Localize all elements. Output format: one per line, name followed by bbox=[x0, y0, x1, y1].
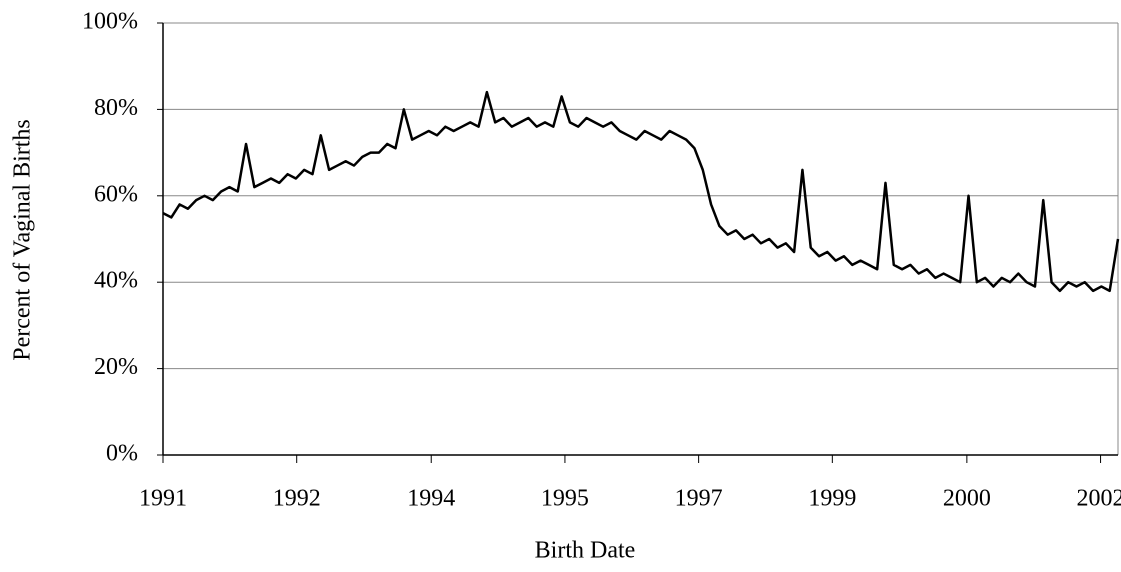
x-tick-label: 1999 bbox=[808, 486, 856, 512]
x-tick-label: 1994 bbox=[407, 486, 455, 512]
y-tick-label: 40% bbox=[94, 268, 138, 294]
y-axis-label: Percent of Vaginal Births bbox=[10, 119, 36, 361]
x-tick-label: 2002 bbox=[1077, 486, 1121, 512]
x-tick-label: 1995 bbox=[541, 486, 589, 512]
x-tick-label: 1997 bbox=[675, 486, 723, 512]
data-line bbox=[162, 90, 1120, 293]
y-tick-label: 0% bbox=[106, 441, 138, 467]
y-tick-label: 60% bbox=[94, 181, 138, 207]
x-tick-label: 2000 bbox=[943, 486, 991, 512]
x-tick-label: 1991 bbox=[139, 486, 187, 512]
y-tick-label: 100% bbox=[82, 9, 138, 35]
y-tick-label: 80% bbox=[94, 95, 138, 121]
y-tick-label: 20% bbox=[94, 354, 138, 380]
x-axis-label: Birth Date bbox=[535, 538, 636, 564]
x-tick-label: 1992 bbox=[273, 486, 321, 512]
